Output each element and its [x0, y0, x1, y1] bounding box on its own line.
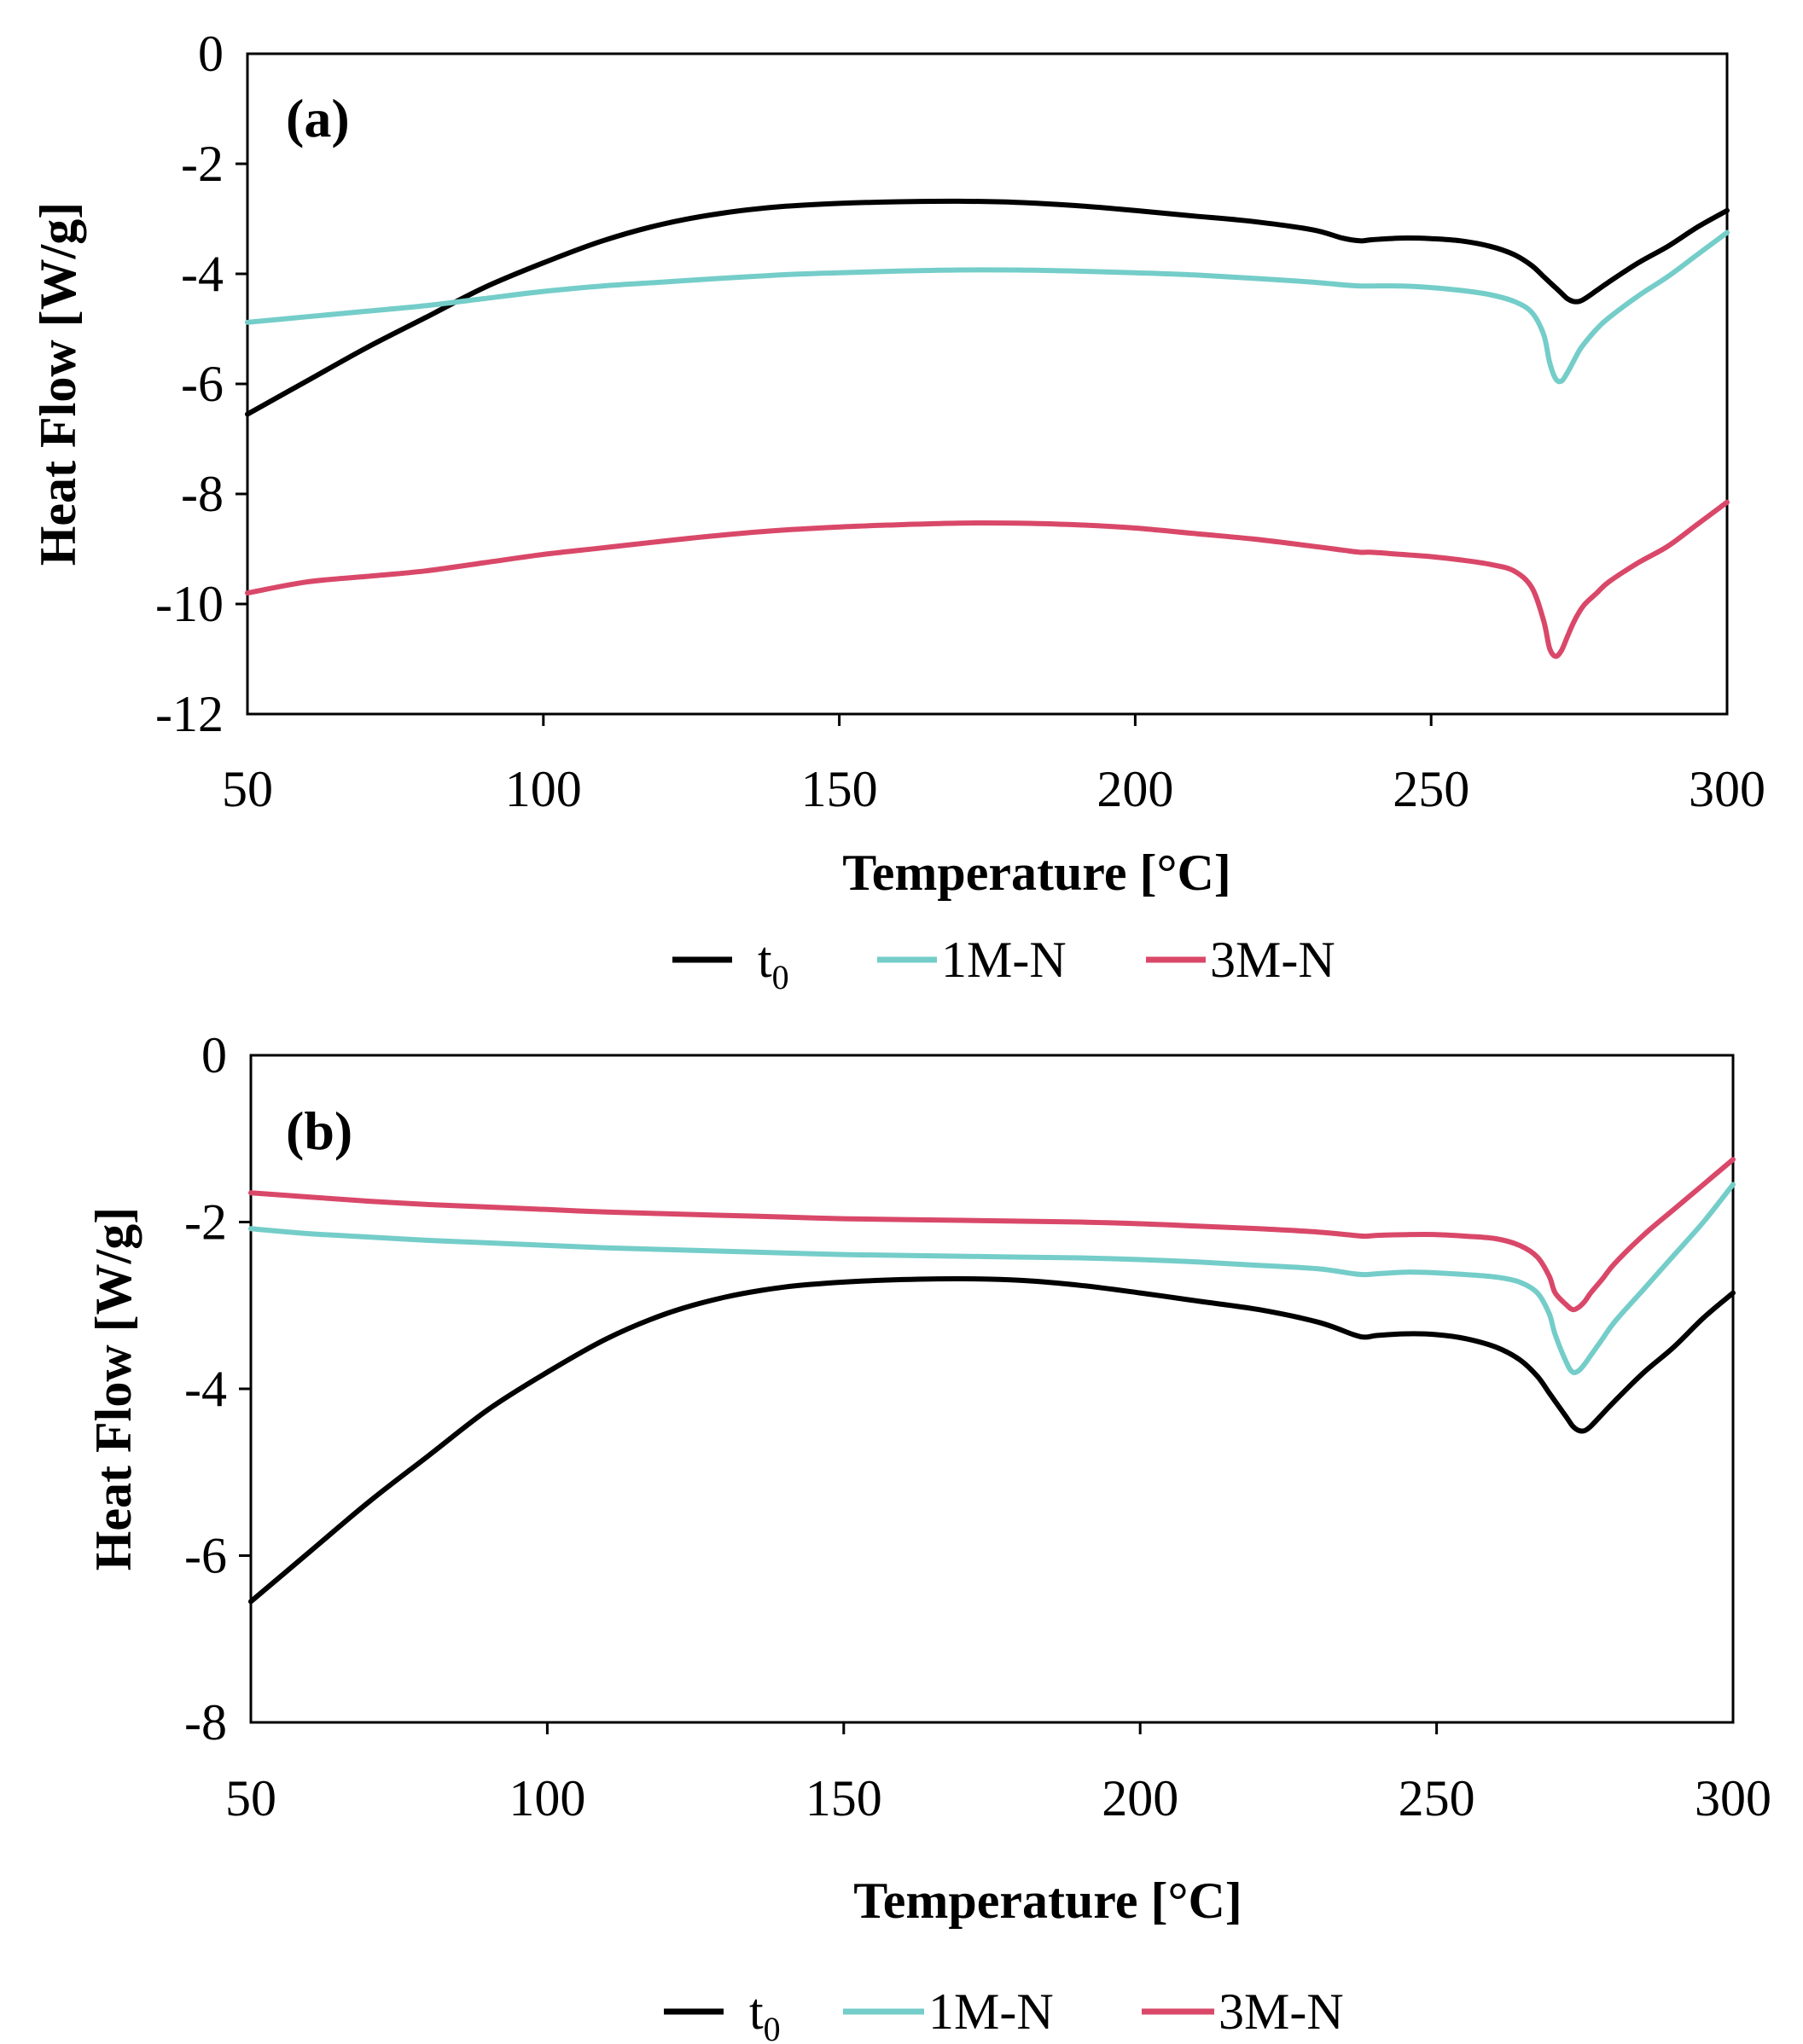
panel-b-y-axis: 0 -2 -4 -6 -8	[184, 1027, 251, 1751]
panel-a-series-3mn	[245, 499, 1730, 659]
panel-b-xtick-label: 50	[225, 1770, 276, 1826]
panel-a-xtick-label: 50	[222, 761, 273, 817]
panel-b-xtick-label: 150	[806, 1770, 882, 1826]
panel-b-legend: t0 1M-N 3M-N	[664, 1983, 1344, 2044]
panel-a-x-axis-title: Temperature [°C]	[842, 845, 1231, 901]
panel-a: 0 -2 -4 -6 -8 -10 -12 50 100 150 200 250 300 (a) He…	[30, 26, 1765, 996]
panel-a-ytick-label: 0	[198, 26, 224, 82]
panel-b-xtick-label: 100	[509, 1770, 585, 1826]
panel-b-series-t0	[248, 1275, 1736, 1605]
panel-a-series-1mn	[245, 229, 1730, 385]
panel-a-xtick-label: 300	[1689, 761, 1765, 817]
panel-b-ytick-label: -4	[184, 1361, 227, 1417]
panel-a-ytick-label: -2	[181, 136, 224, 192]
panel-b-legend-label-t0: t0	[749, 1983, 781, 2044]
panel-b-ytick-label: -6	[184, 1528, 227, 1584]
panel-b-ytick-label: -8	[184, 1694, 227, 1751]
panel-b-series-1mn	[248, 1182, 1736, 1375]
panel-b-x-axis-title: Temperature [°C]	[853, 1873, 1242, 1929]
panel-b-series-3mn	[248, 1157, 1736, 1313]
panel-a-ytick-label: -12	[155, 686, 224, 742]
panel-a-series-group	[245, 198, 1730, 659]
panel-b-label: (b)	[286, 1100, 352, 1161]
panel-a-xtick-label: 250	[1393, 761, 1469, 817]
panel-a-plot-frame	[246, 52, 1729, 716]
panel-a-xtick-label: 200	[1096, 761, 1173, 817]
panel-b-legend-label-3mn: 3M-N	[1218, 1983, 1344, 2040]
panel-b-series-group	[248, 1157, 1736, 1605]
panel-a-x-axis: 50 100 150 200 250 300	[222, 714, 1765, 817]
panel-a-legend-label-3mn: 3M-N	[1210, 932, 1335, 988]
panel-a-xtick-label: 100	[505, 761, 582, 817]
panel-a-y-axis-title: Heat Flow [W/g]	[30, 202, 86, 566]
panel-a-ytick-label: -10	[155, 576, 224, 632]
panel-b-xtick-label: 300	[1695, 1770, 1771, 1826]
panel-a-label: (a)	[286, 88, 350, 148]
panel-a-legend-label-1mn: 1M-N	[941, 932, 1067, 988]
panel-b-plot-frame	[249, 1054, 1735, 1724]
panel-a-ytick-label: -4	[181, 246, 224, 302]
panel-b-ytick-label: -2	[184, 1194, 227, 1251]
panel-b: 0 -2 -4 -6 -8 50 100 150 200 250 300 (b) Heat Flo…	[85, 1027, 1771, 2044]
panel-a-xtick-label: 150	[801, 761, 878, 817]
panel-b-xtick-label: 250	[1399, 1770, 1475, 1826]
panel-a-legend-label-t0: t0	[758, 932, 789, 996]
panel-a-y-axis: 0 -2 -4 -6 -8 -10 -12	[155, 26, 247, 742]
panel-b-ytick-label: 0	[201, 1027, 227, 1083]
panel-a-legend: t0 1M-N 3M-N	[672, 932, 1335, 996]
panel-a-ytick-label: -6	[181, 356, 224, 412]
panel-a-ytick-label: -8	[181, 466, 224, 522]
panel-b-xtick-label: 200	[1102, 1770, 1178, 1826]
panel-a-series-t0	[245, 198, 1730, 417]
panel-b-legend-label-1mn: 1M-N	[928, 1983, 1054, 2040]
panel-b-y-axis-title: Heat Flow [W/g]	[85, 1207, 142, 1571]
panel-b-x-axis: 50 100 150 200 250 300	[225, 1722, 1771, 1826]
